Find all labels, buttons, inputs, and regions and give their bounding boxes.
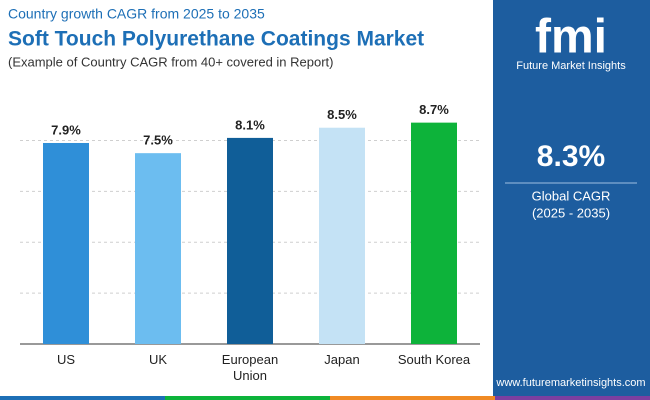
stripe (0, 396, 165, 400)
chart-title: Soft Touch Polyurethane Coatings Market (8, 28, 424, 51)
stripe (495, 396, 650, 400)
value-label: 7.9% (51, 122, 81, 137)
logo: fmi (535, 11, 607, 64)
subtitle: (Example of Country CAGR from 40+ covere… (8, 54, 334, 69)
value-label: 8.7% (419, 102, 449, 117)
value-label: 7.5% (143, 133, 173, 148)
value-label: 8.5% (327, 107, 357, 122)
stripe (330, 396, 495, 400)
stripe (165, 396, 330, 400)
headline: 8.3% (537, 140, 605, 173)
x-tick-label: Japan (324, 352, 360, 367)
x-tick-label: UK (148, 352, 168, 367)
bar (319, 127, 365, 344)
bar (43, 142, 89, 344)
side-panel (493, 0, 650, 400)
bar (411, 122, 457, 344)
bar (135, 153, 181, 344)
bar (227, 137, 273, 344)
period: (2025 - 2035) (532, 205, 610, 220)
value-label: 8.1% (235, 117, 265, 132)
x-tick-label: South Korea (397, 352, 471, 367)
caption: Global CAGR (532, 188, 611, 203)
supertitle: Country growth CAGR from 2025 to 2035 (8, 6, 265, 22)
website: www.futuremarketinsights.com (495, 377, 645, 389)
x-tick-label: European Union (221, 352, 279, 383)
brand: Future Market Insights (516, 60, 626, 72)
x-tick-label: US (56, 352, 76, 367)
